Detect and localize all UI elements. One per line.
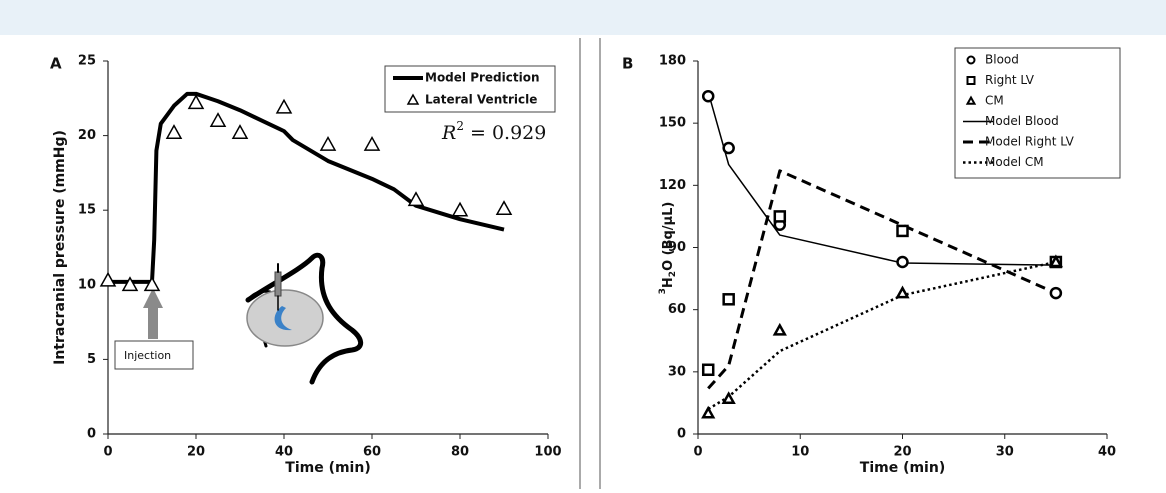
ylabel-part: H <box>661 277 676 288</box>
y-axis-title: Intracranial pressure (mmHg) <box>52 130 68 365</box>
x-tick-label: 0 <box>103 445 112 460</box>
y-tick-label: 5 <box>87 352 96 367</box>
y-axis-title: 3H2O (Bq/µL) <box>658 202 678 295</box>
marker <box>965 95 977 105</box>
marker <box>1049 286 1063 300</box>
x-tick-label: 80 <box>451 445 469 460</box>
panel-label: B <box>622 55 633 73</box>
ylabel-part: O (Bq/µL) <box>661 202 676 271</box>
ylabel-sup: 3 <box>658 288 668 294</box>
marker <box>451 201 469 217</box>
marker <box>231 124 249 139</box>
marker <box>895 285 910 299</box>
legend-label: CM <box>985 94 1004 108</box>
marker <box>187 94 205 110</box>
y-tick-label: 60 <box>668 302 686 317</box>
legend-label: Right LV <box>985 73 1035 87</box>
x-tick-label: 100 <box>534 445 561 460</box>
legend-box <box>954 47 1121 179</box>
marker <box>1048 254 1063 268</box>
marker <box>721 391 736 405</box>
legend-label: Model Right LV <box>985 135 1075 149</box>
dog-illustration <box>245 252 364 385</box>
y-tick-label: 180 <box>659 54 686 69</box>
y-tick-label: 30 <box>668 364 686 379</box>
marker <box>363 136 381 151</box>
annotation-text: = 0.929 <box>464 122 546 144</box>
ylabel-sub: 2 <box>668 271 678 277</box>
annotation-sup: 2 <box>456 119 464 133</box>
legend-label: Blood <box>985 53 1019 67</box>
marker <box>275 98 293 114</box>
marker <box>772 322 787 336</box>
legend-label: Lateral Ventricle <box>425 93 537 107</box>
top-band <box>0 0 1166 35</box>
series-line <box>707 91 1056 266</box>
marker <box>722 293 735 306</box>
marker <box>966 76 976 85</box>
marker <box>701 405 716 419</box>
legend-label: Model Prediction <box>425 71 540 85</box>
marker <box>143 276 161 292</box>
y-tick-label: 20 <box>78 128 96 143</box>
marker <box>99 271 117 287</box>
marker <box>319 136 337 151</box>
y-tick-label: 150 <box>659 116 686 131</box>
marker <box>966 55 976 65</box>
marker <box>165 124 183 139</box>
marker <box>407 191 425 207</box>
injection-arrow <box>114 288 194 370</box>
legend-label: Model CM <box>985 155 1044 169</box>
annotation-base: R <box>441 122 456 144</box>
x-tick-label: 30 <box>996 445 1014 460</box>
y-tick-label: 25 <box>78 54 96 69</box>
y-tick-label: 0 <box>677 427 686 442</box>
series-line <box>108 91 505 284</box>
x-tick-label: 20 <box>893 445 911 460</box>
marker <box>121 276 139 292</box>
marker <box>701 89 715 103</box>
marker <box>406 93 420 105</box>
x-tick-label: 40 <box>275 445 293 460</box>
y-tick-label: 15 <box>78 203 96 218</box>
y-tick-label: 120 <box>659 178 686 193</box>
y-tick-label: 10 <box>78 277 96 292</box>
series-line <box>707 260 1057 411</box>
marker <box>896 255 909 269</box>
marker <box>209 112 227 128</box>
panel-label: A <box>50 55 62 73</box>
y-tick-label: 0 <box>87 427 96 442</box>
x-tick-label: 40 <box>1098 445 1116 460</box>
y-tick-label: 90 <box>668 240 686 255</box>
marker <box>722 141 735 155</box>
marker <box>773 210 787 223</box>
x-axis-title: Time (min) <box>285 460 370 476</box>
x-axis-title: Time (min) <box>860 460 945 476</box>
marker <box>701 363 715 377</box>
x-tick-label: 20 <box>187 445 205 460</box>
callout-text: Injection <box>124 349 171 362</box>
legend-label: Model Blood <box>985 114 1059 128</box>
marker <box>896 224 909 238</box>
x-tick-label: 0 <box>693 445 702 460</box>
annotation: R2 = 0.929 <box>441 119 546 145</box>
marker <box>495 200 513 216</box>
series-line <box>707 169 1057 390</box>
x-tick-label: 10 <box>791 445 809 460</box>
x-tick-label: 60 <box>363 445 381 460</box>
